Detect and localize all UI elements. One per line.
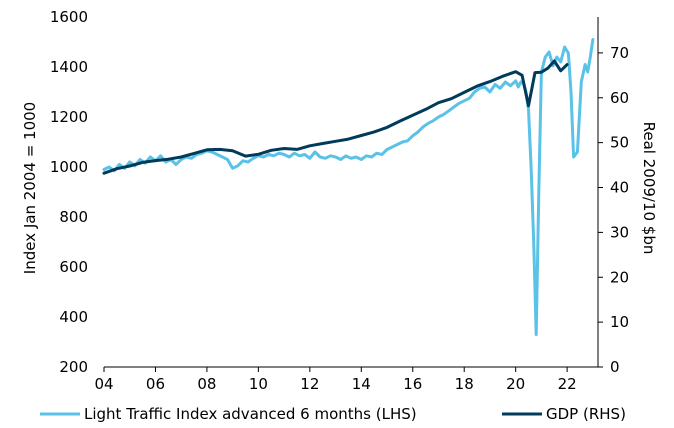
x-tick-label: 06 xyxy=(146,375,165,393)
legend-label-light-traffic: Light Traffic Index advanced 6 months (L… xyxy=(84,405,417,423)
right-tick-label: 0 xyxy=(610,358,620,376)
x-tick-label: 20 xyxy=(506,375,525,393)
right-tick-label: 50 xyxy=(610,134,629,152)
gdp-line xyxy=(102,59,569,175)
left-axis-ticks: 200 400 600 800 1000 1200 1400 1600 xyxy=(50,8,88,376)
left-tick-label: 1000 xyxy=(50,158,88,176)
left-tick-label: 1600 xyxy=(50,8,88,26)
left-tick-label: 200 xyxy=(59,358,88,376)
left-tick-label: 800 xyxy=(59,208,88,226)
x-tick-label: 08 xyxy=(197,375,216,393)
right-tick-label: 40 xyxy=(610,179,629,197)
x-tick-label: 16 xyxy=(403,375,422,393)
right-axis-title: Real 2009/10 $bn xyxy=(640,122,658,255)
left-tick-label: 1200 xyxy=(50,108,88,126)
right-tick-label: 70 xyxy=(610,44,629,62)
right-tick-label: 20 xyxy=(610,268,629,286)
right-tick-label: 30 xyxy=(610,223,629,241)
x-axis-ticks: 04 06 08 10 12 14 16 18 20 22 xyxy=(94,367,577,393)
x-tick-label: 14 xyxy=(352,375,371,393)
legend: Light Traffic Index advanced 6 months (L… xyxy=(40,405,626,423)
right-tick-label: 60 xyxy=(610,89,629,107)
x-tick-label: 18 xyxy=(455,375,474,393)
x-tick-label: 22 xyxy=(558,375,577,393)
legend-label-gdp: GDP (RHS) xyxy=(546,405,626,423)
right-axis-ticks: 0 10 20 30 40 50 60 70 xyxy=(598,44,629,376)
right-tick-label: 10 xyxy=(610,313,629,331)
left-axis-title: Index Jan 2004 = 1000 xyxy=(21,102,39,274)
left-tick-label: 600 xyxy=(59,258,88,276)
x-tick-label: 10 xyxy=(249,375,268,393)
left-tick-label: 400 xyxy=(59,308,88,326)
series-layer xyxy=(102,38,595,336)
left-tick-label: 1400 xyxy=(50,58,88,76)
x-tick-label: 12 xyxy=(300,375,319,393)
light-traffic-index-line xyxy=(102,38,595,336)
x-tick-label: 04 xyxy=(94,375,113,393)
